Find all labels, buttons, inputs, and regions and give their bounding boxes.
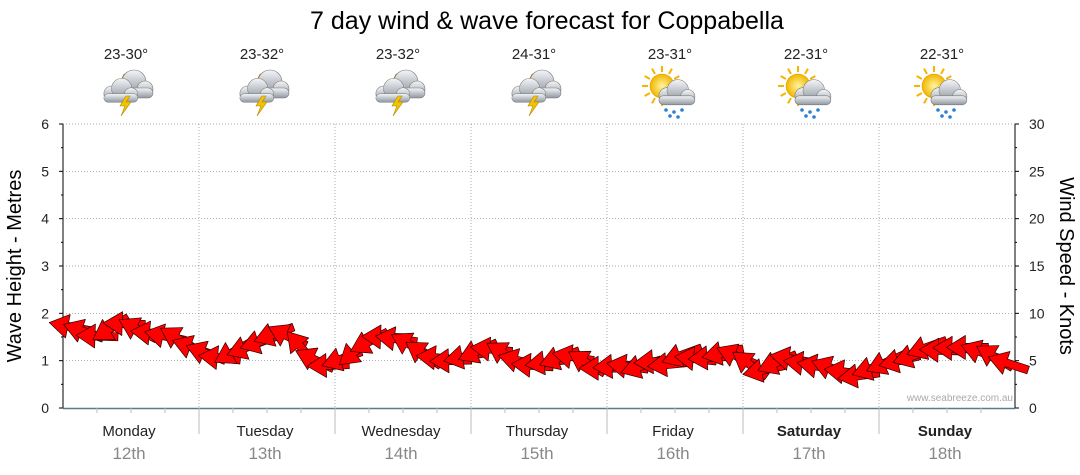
sun-rain-icon (642, 66, 696, 119)
sun-rain-icon (914, 66, 968, 119)
y-axis-label: Wave Height - Metres (4, 170, 26, 363)
day-date-label: 15th (520, 444, 553, 463)
thunderstorm-icon (103, 69, 154, 117)
y-tick-label: 4 (41, 211, 49, 227)
temp-range-label: 22-31° (920, 46, 964, 63)
day-date-label: 17th (792, 444, 825, 463)
thunderstorm-icon (375, 69, 426, 117)
y2-tick-label: 15 (1029, 258, 1045, 274)
y-tick-label: 0 (41, 400, 49, 416)
y-tick-label: 6 (41, 116, 49, 132)
day-date-label: 16th (656, 444, 689, 463)
day-date-label: 14th (384, 444, 417, 463)
y2-tick-label: 25 (1029, 163, 1045, 179)
y2-tick-label: 20 (1029, 211, 1045, 227)
thunderstorm-icon (511, 69, 562, 117)
temp-range-label: 23-32° (376, 46, 420, 63)
thunderstorm-icon (239, 69, 290, 117)
temp-range-label: 24-31° (512, 46, 556, 63)
y2-tick-label: 0 (1029, 400, 1037, 416)
day-date-label: 13th (248, 444, 281, 463)
chart-title: 7 day wind & wave forecast for Coppabell… (310, 7, 784, 35)
y2-tick-label: 10 (1029, 305, 1045, 321)
day-name-label: Saturday (777, 423, 842, 440)
day-name-label: Monday (102, 423, 156, 440)
y2-tick-label: 5 (1029, 353, 1037, 369)
y-tick-label: 1 (41, 353, 49, 369)
day-date-label: 12th (112, 444, 145, 463)
wind-arrow (987, 351, 1030, 375)
y-tick-label: 2 (41, 305, 49, 321)
sun-rain-icon (778, 66, 832, 119)
y2-axis-label: Wind Speed - Knots (1055, 177, 1077, 355)
y-tick-label: 3 (41, 258, 49, 274)
temp-range-label: 23-32° (240, 46, 284, 63)
day-name-label: Thursday (506, 423, 569, 440)
day-name-label: Wednesday (362, 423, 441, 440)
day-name-label: Friday (652, 423, 694, 440)
temp-range-label: 22-31° (784, 46, 828, 63)
temp-range-label: 23-30° (104, 46, 148, 63)
temp-range-label: 23-31° (648, 46, 692, 63)
y-tick-label: 5 (41, 163, 49, 179)
day-name-label: Sunday (918, 423, 973, 440)
day-date-label: 18th (928, 444, 961, 463)
y2-tick-label: 30 (1029, 116, 1045, 132)
day-name-label: Tuesday (237, 423, 294, 440)
watermark: www.seabreeze.com.au (906, 393, 1013, 404)
